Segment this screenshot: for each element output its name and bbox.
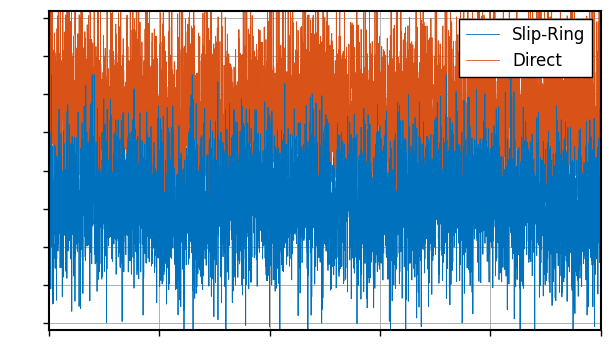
Direct <box>376 187 384 191</box>
Slip-Ring <box>405 24 412 28</box>
Direct <box>457 159 465 163</box>
Slip-Ring <box>47 200 55 205</box>
Slip-Ring <box>499 99 506 104</box>
Direct <box>597 294 604 299</box>
Direct <box>48 73 55 77</box>
Direct <box>405 200 412 204</box>
Slip-Ring <box>457 118 465 122</box>
Line: Slip-Ring: Slip-Ring <box>49 0 601 202</box>
Line: Direct: Direct <box>49 75 601 346</box>
Slip-Ring <box>376 187 384 191</box>
Direct <box>45 211 53 215</box>
Direct <box>180 344 188 349</box>
Slip-Ring <box>597 82 604 86</box>
Direct <box>146 187 153 192</box>
Direct <box>499 174 506 178</box>
Slip-Ring <box>45 99 53 104</box>
Direct <box>256 152 264 157</box>
Slip-Ring <box>256 28 264 32</box>
Legend: Slip-Ring, Direct: Slip-Ring, Direct <box>459 19 592 77</box>
